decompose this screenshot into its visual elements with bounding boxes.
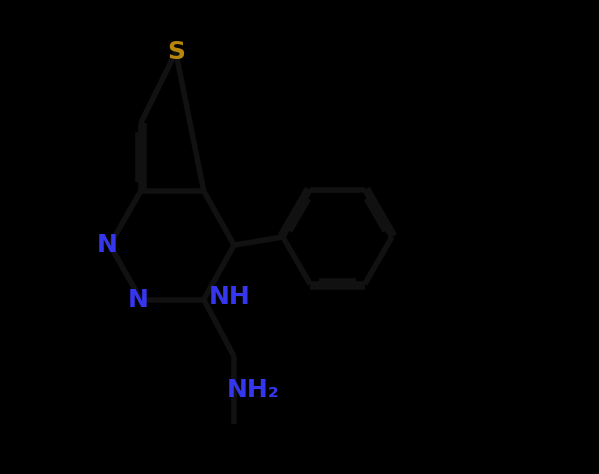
Text: N: N — [97, 233, 118, 257]
Text: S: S — [167, 40, 184, 64]
Text: NH₂: NH₂ — [226, 378, 279, 401]
Text: NH: NH — [209, 285, 251, 309]
Text: N: N — [128, 288, 149, 311]
